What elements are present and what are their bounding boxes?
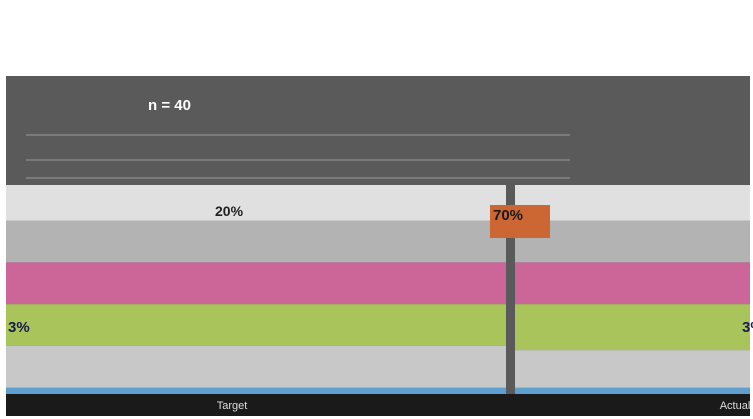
bar-segment (515, 387, 750, 394)
bar-segment (515, 220, 750, 263)
highlight-block (490, 205, 550, 238)
bar-segment (515, 185, 750, 221)
x-tick-label-actual: Actual (720, 400, 751, 412)
bar-segment (6, 185, 506, 221)
bar-segment (6, 345, 506, 388)
data-label: 70% (493, 207, 523, 224)
bar-segment (6, 304, 506, 346)
bar-segment (515, 304, 750, 351)
bar-segment (6, 387, 506, 394)
data-label: 3% (742, 319, 753, 336)
bar-segment (6, 262, 506, 305)
bar-segment (6, 220, 506, 263)
bars-layer (6, 185, 750, 394)
annotation-label: n = 40 (148, 97, 191, 114)
data-label: 20% (215, 203, 244, 219)
bar-segment (515, 350, 750, 388)
x-tick-label-target: Target (217, 400, 248, 412)
data-labels-layer: 3% 20% 70% 3% (8, 203, 753, 336)
data-label: 3% (8, 319, 30, 336)
x-axis-band (6, 394, 750, 416)
bar-segment (515, 262, 750, 305)
